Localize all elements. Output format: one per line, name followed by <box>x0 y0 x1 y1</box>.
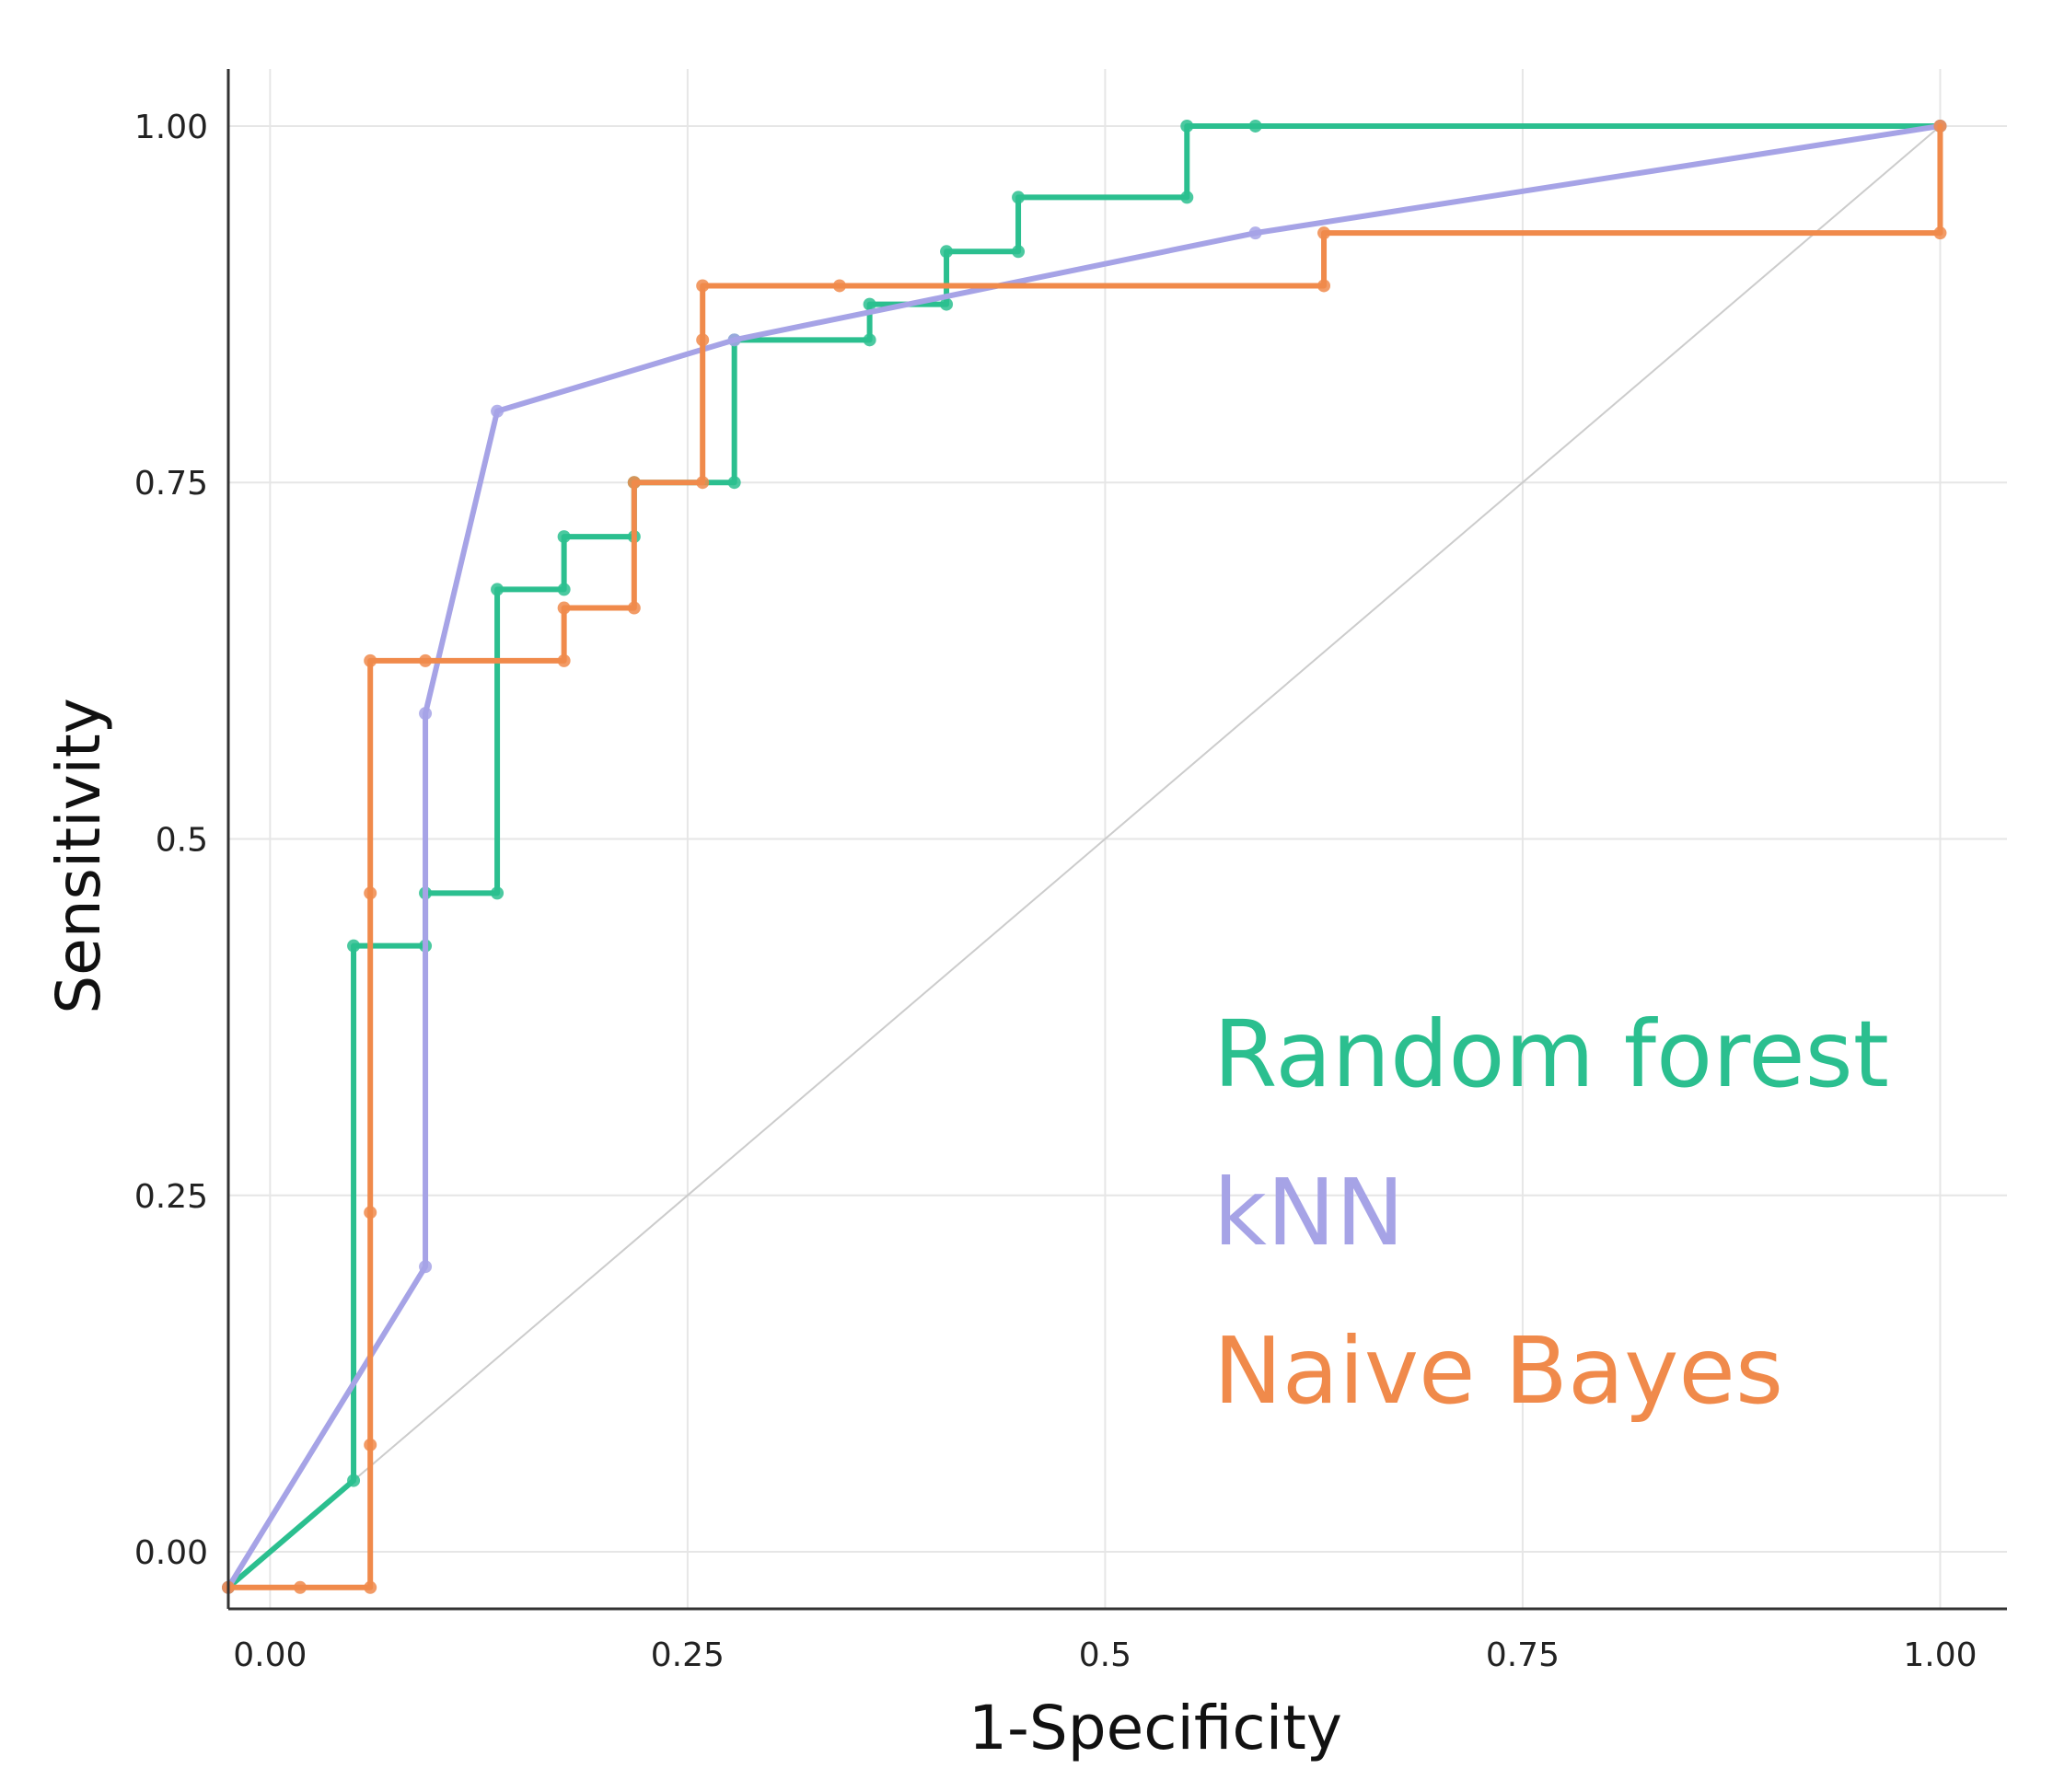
x-tick-labels: 0.00 0.25 0.5 0.75 1.00 <box>233 1636 1977 1674</box>
knn-point-5 <box>1248 226 1262 240</box>
x-axis-title: 1-Specificity <box>969 1693 1342 1763</box>
naive-bayes-point-3 <box>364 1438 377 1451</box>
knn-point-1 <box>419 1260 433 1274</box>
diagonal-reference-line <box>227 125 1942 1589</box>
x-tick-label: 0.00 <box>233 1636 307 1674</box>
random-forest-point-1 <box>347 1474 361 1487</box>
y-tick-label: 0.25 <box>134 1178 208 1216</box>
naive-bayes-point-6 <box>364 653 377 667</box>
x-tick-label: 0.5 <box>1079 1636 1131 1674</box>
knn-point-2 <box>419 707 433 721</box>
y-tick-label: 0.5 <box>156 822 208 860</box>
naive-bayes-point-12 <box>696 476 710 490</box>
random-forest-point-20 <box>1180 119 1194 133</box>
y-tick-label: 1.00 <box>134 109 208 146</box>
random-forest-point-18 <box>1012 191 1026 204</box>
random-forest-point-5 <box>491 886 505 900</box>
naive-bayes-point-11 <box>627 476 641 490</box>
naive-bayes-point-15 <box>832 279 846 293</box>
naive-bayes-point-19 <box>1933 119 1947 133</box>
series-layer <box>222 119 1947 1594</box>
series-naive-bayes <box>222 119 1947 1594</box>
random-forest-point-8 <box>557 530 571 544</box>
naive-bayes-point-18 <box>1933 226 1947 240</box>
legend: Random forest kNN Naive Bayes <box>1213 1000 1889 1425</box>
naive-bayes-point-9 <box>557 601 571 615</box>
knn-point-3 <box>491 404 505 418</box>
random-forest-point-14 <box>863 297 876 311</box>
naive-bayes-point-16 <box>1317 279 1331 293</box>
x-tick-label: 1.00 <box>1903 1636 1977 1674</box>
random-forest-point-16 <box>940 245 954 259</box>
random-forest-point-2 <box>347 939 361 953</box>
legend-entry-knn: kNN <box>1213 1159 1405 1266</box>
legend-entry-naive-bayes: Naive Bayes <box>1213 1317 1783 1425</box>
random-forest-point-15 <box>940 297 954 311</box>
x-tick-label: 0.25 <box>651 1636 725 1674</box>
naive-bayes-point-14 <box>696 279 710 293</box>
random-forest-point-17 <box>1012 245 1026 259</box>
random-forest-point-13 <box>863 333 876 347</box>
random-forest-point-21 <box>1248 119 1262 133</box>
naive-bayes-point-8 <box>557 653 571 667</box>
legend-entry-random-forest: Random forest <box>1213 1000 1889 1108</box>
naive-bayes-point-1 <box>294 1580 307 1594</box>
naive-bayes-point-2 <box>364 1580 377 1594</box>
naive-bayes-point-4 <box>364 1206 377 1220</box>
naive-bayes-point-17 <box>1317 226 1331 240</box>
random-forest-point-7 <box>557 583 571 596</box>
random-forest-point-6 <box>491 583 505 596</box>
random-forest-point-19 <box>1180 191 1194 204</box>
naive-bayes-line <box>226 122 1943 1590</box>
x-tick-label: 0.75 <box>1486 1636 1560 1674</box>
naive-bayes-point-13 <box>696 333 710 347</box>
y-tick-label: 0.00 <box>134 1534 208 1572</box>
series-knn <box>222 119 1947 1594</box>
random-forest-point-11 <box>727 476 741 490</box>
y-tick-labels: 0.00 0.25 0.5 0.75 1.00 <box>134 109 208 1572</box>
naive-bayes-point-5 <box>364 886 377 900</box>
naive-bayes-point-7 <box>419 653 433 667</box>
y-axis-title: Sensitivity <box>43 698 114 1014</box>
knn-point-4 <box>727 333 741 347</box>
naive-bayes-point-10 <box>627 601 641 615</box>
y-tick-label: 0.75 <box>134 465 208 503</box>
